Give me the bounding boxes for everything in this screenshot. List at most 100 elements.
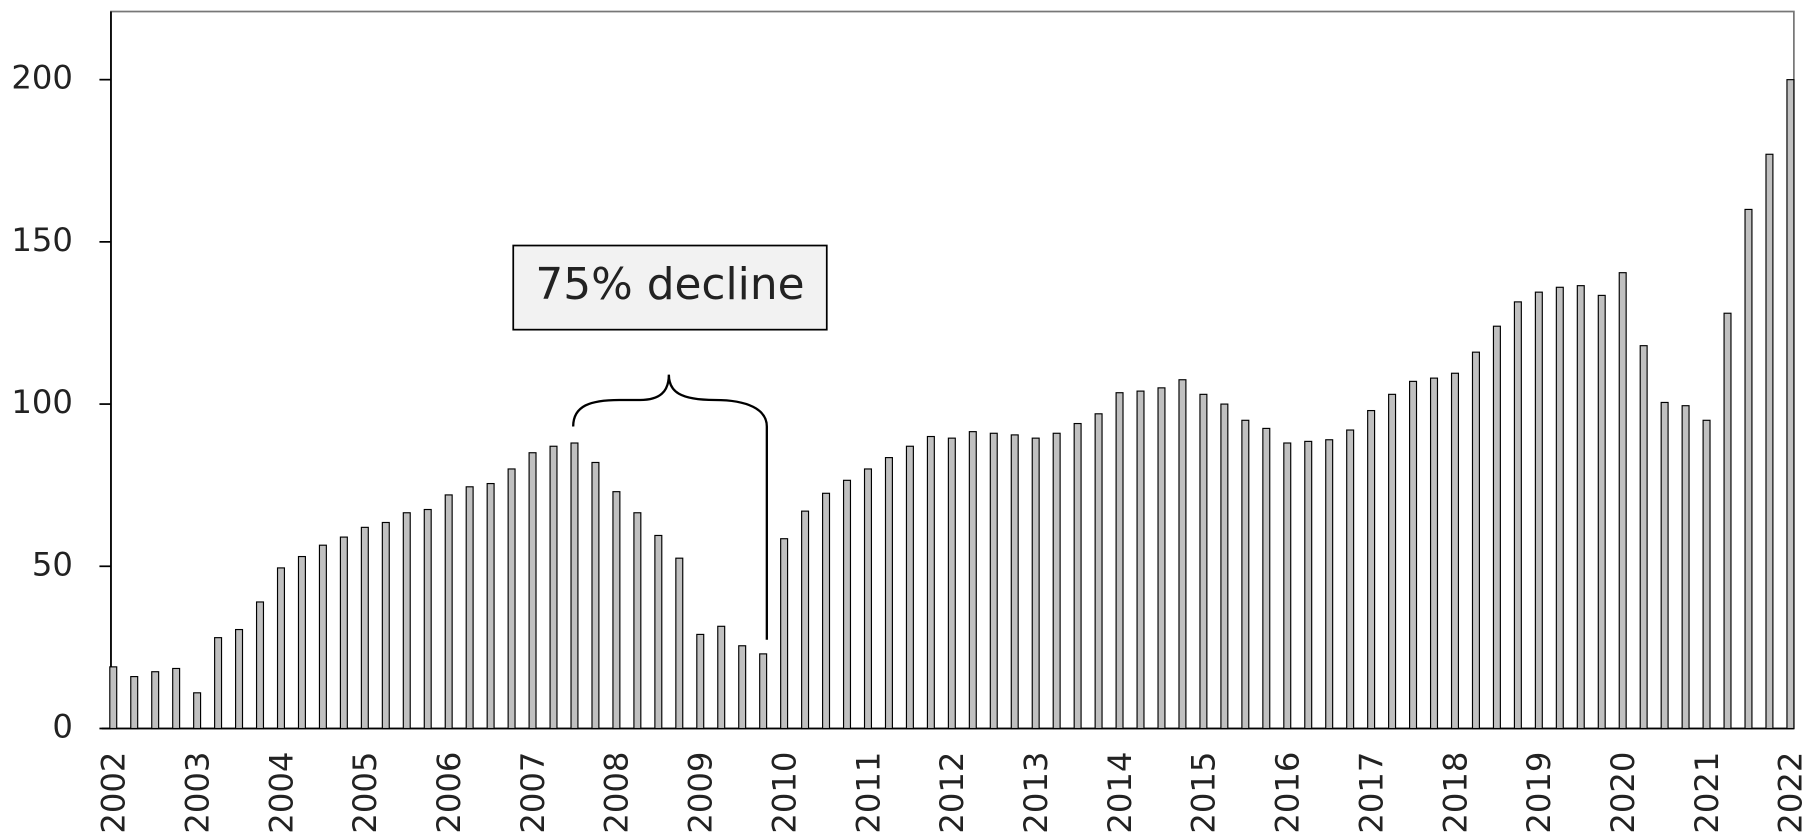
- bar: [738, 645, 747, 730]
- x-tick-label: 2007: [514, 752, 552, 834]
- x-tick-label: 2022: [1772, 752, 1808, 834]
- bar: [1702, 419, 1711, 730]
- bar: [780, 538, 789, 730]
- bar: [1409, 380, 1418, 730]
- bar: [1744, 208, 1753, 730]
- bar: [1597, 294, 1606, 730]
- bar: [1534, 291, 1543, 730]
- bar: [1367, 409, 1376, 730]
- x-tick-label: 2021: [1688, 752, 1726, 834]
- bar: [549, 445, 558, 730]
- x-tick-label: 2002: [95, 752, 133, 834]
- bar: [507, 468, 516, 730]
- x-tick-label: 2019: [1520, 752, 1558, 834]
- x-tick-label: 2014: [1101, 752, 1139, 834]
- bar: [172, 667, 181, 730]
- bar: [1325, 439, 1334, 730]
- bar: [276, 567, 286, 730]
- bar: [822, 492, 831, 730]
- bar: [1115, 392, 1124, 730]
- bar: [905, 445, 914, 730]
- bar: [1199, 393, 1208, 730]
- y-tick-label: 100: [11, 383, 73, 421]
- bar: [360, 526, 369, 730]
- bar: [591, 461, 600, 730]
- bar: [528, 452, 537, 730]
- bar: [926, 435, 935, 730]
- bar: [402, 512, 411, 730]
- x-tick-label: 2004: [262, 752, 300, 834]
- brace: [572, 374, 768, 640]
- bar: [1576, 285, 1585, 730]
- y-tick-label: 150: [11, 221, 73, 259]
- bar: [1765, 153, 1774, 730]
- x-tick-label: 2008: [598, 752, 636, 834]
- bar: [1178, 379, 1187, 730]
- x-tick-label: 2012: [933, 752, 971, 834]
- bar: [1723, 312, 1732, 730]
- bar: [465, 486, 474, 730]
- bar: [1220, 403, 1229, 730]
- bar: [255, 601, 265, 730]
- x-tick-label: 2020: [1604, 752, 1642, 834]
- bar: [235, 628, 244, 730]
- bar: [1388, 393, 1397, 730]
- bar: [570, 442, 579, 730]
- bar: [1262, 427, 1271, 730]
- bar: [863, 468, 873, 730]
- bar: [318, 544, 327, 730]
- bar: [381, 521, 390, 730]
- bar: [339, 536, 348, 730]
- bar: [193, 692, 202, 730]
- x-tick-label: 2010: [765, 752, 803, 834]
- bar: [1492, 325, 1501, 730]
- bar: [989, 432, 998, 730]
- bar: [130, 676, 139, 730]
- bar: [1450, 372, 1460, 730]
- x-tick-label: 2006: [430, 752, 468, 834]
- bar: [1073, 422, 1082, 730]
- bar: [612, 491, 621, 730]
- x-tick-label: 2016: [1269, 752, 1307, 834]
- bar: [1429, 377, 1439, 730]
- bar: [675, 557, 684, 730]
- bar: [717, 625, 726, 730]
- bar: [1681, 405, 1690, 730]
- bar: [151, 671, 160, 730]
- annotation-box: [512, 244, 828, 331]
- bar: [801, 510, 810, 730]
- bar: [947, 437, 956, 730]
- bar: [1346, 429, 1355, 730]
- bar: [1241, 419, 1250, 730]
- bar: [1618, 272, 1627, 730]
- x-tick-label: 2011: [849, 752, 887, 834]
- x-tick-label: 2009: [682, 752, 720, 834]
- x-tick-label: 2005: [346, 752, 384, 834]
- bar: [1786, 79, 1795, 730]
- bar: [423, 508, 432, 730]
- bar: [486, 482, 495, 730]
- x-tick-label: 2013: [1017, 752, 1055, 834]
- bar: [214, 637, 223, 730]
- x-tick-label: 2003: [178, 752, 216, 834]
- bar: [109, 666, 118, 730]
- y-tick-label: 0: [52, 707, 73, 745]
- bar: [444, 494, 453, 730]
- bar: [297, 555, 306, 730]
- x-tick-label: 2015: [1185, 752, 1223, 834]
- x-tick-label: 2017: [1352, 752, 1390, 834]
- bar: [1031, 437, 1040, 730]
- bar: [696, 633, 705, 730]
- bar: [842, 479, 852, 730]
- bar: [1136, 390, 1145, 730]
- bar: [1283, 442, 1292, 730]
- bar: [1052, 432, 1061, 730]
- y-tick-label: 50: [32, 545, 73, 583]
- y-tick-label: 200: [11, 59, 73, 97]
- bar: [1010, 434, 1019, 730]
- bar: [1513, 301, 1522, 730]
- bar: [759, 653, 768, 730]
- bar: [1471, 351, 1480, 730]
- bar: [968, 431, 977, 730]
